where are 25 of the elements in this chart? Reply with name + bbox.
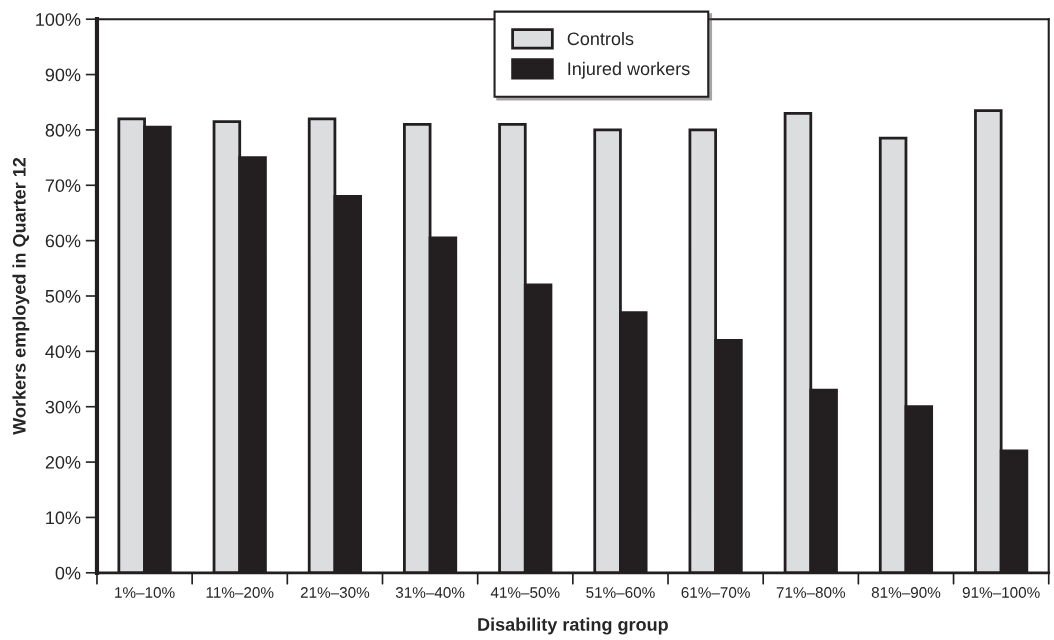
y-tick-label: 10% (46, 511, 81, 525)
x-tick-label: 71%–80% (776, 587, 846, 598)
y-tick-label: 60% (45, 234, 81, 248)
legend-label: Controls (567, 31, 634, 46)
x-tick-label: 21%–30% (300, 587, 370, 598)
y-tick-label: 0% (55, 566, 81, 580)
y-tick-label: 100% (36, 13, 81, 26)
x-tick-label: 1%–10% (115, 587, 175, 598)
y-tick-label: 20% (45, 456, 81, 469)
x-tick-label: 91%–100% (962, 587, 1040, 598)
y-tick-label: 50% (45, 289, 81, 303)
y-axis-title: Workers employed in Quarter 12 (12, 157, 30, 435)
y-tick-label: 90% (45, 68, 81, 82)
legend-label: Injured workers (568, 61, 690, 79)
y-tick-label: 80% (45, 123, 81, 137)
x-axis-title: Disability rating group (478, 617, 668, 635)
y-tick-label: 70% (45, 179, 81, 192)
x-tick-label: 31%–40% (395, 587, 465, 598)
y-tick-label: 30% (45, 400, 81, 414)
x-tick-label: 41%–50% (490, 587, 560, 598)
y-tick-label: 40% (45, 345, 81, 359)
x-tick-label: 81%–90% (871, 587, 941, 598)
x-tick-label: 11%–20% (206, 587, 274, 598)
x-tick-label: 51%–60% (586, 587, 655, 598)
x-tick-label: 61%–70% (681, 587, 750, 598)
